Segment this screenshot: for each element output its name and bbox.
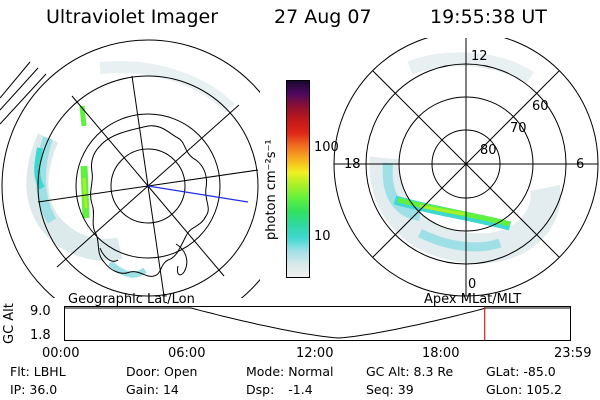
- mlt-lines-right: [334, 38, 598, 296]
- timeline-xtick-2: 12:00: [296, 346, 334, 361]
- left-panel-label: Geographic Lat/Lon: [68, 292, 195, 307]
- coastline-antarctica: [90, 125, 209, 277]
- colorbar-tick-10: 10: [314, 229, 331, 244]
- date-label: 27 Aug 07: [274, 6, 372, 28]
- status-gain: Gain: 14: [126, 382, 179, 397]
- colorbar: [286, 80, 310, 278]
- timeline-xtick-1: 06:00: [168, 346, 206, 361]
- status-dsp: Dsp: -1.4: [246, 382, 313, 397]
- right-panel-label: Apex MLat/MLT: [424, 292, 522, 307]
- status-glon: GLon: 105.2: [486, 382, 562, 397]
- auroral-emission-left: [26, 61, 235, 278]
- timeline-ytick-bottom: 1.8: [30, 328, 51, 343]
- timeline-plot: [64, 306, 571, 341]
- timeline-xtick-0: 00:00: [42, 346, 80, 361]
- status-seq: Seq: 39: [366, 382, 414, 397]
- lat-label-70: 70: [510, 121, 527, 136]
- magnetic-polar-plot: 12 18 6 0 60 70 80: [333, 38, 599, 297]
- timeline-axis-label: GC Alt: [2, 303, 17, 344]
- mlt-label-right: 6: [576, 157, 584, 172]
- altitude-curve: [64, 307, 571, 339]
- status-filter: Flt: LBHL: [10, 364, 66, 379]
- status-gc-alt: GC Alt: 8.3 Re: [366, 364, 454, 379]
- mlt-label-bottom: 0: [468, 277, 476, 292]
- mlt-label-top: 12: [471, 49, 488, 64]
- time-label: 19:55:38 UT: [430, 6, 547, 28]
- edge-curves-left: [0, 61, 47, 125]
- status-glat: GLat: -85.0: [486, 364, 556, 379]
- timeline-xtick-3: 18:00: [422, 346, 460, 361]
- sun-direction-line: [147, 185, 249, 203]
- lat-label-60: 60: [532, 99, 549, 114]
- timeline-xtick-4: 23:59: [554, 346, 592, 361]
- colorbar-unit-label: photon cm⁻²s⁻¹: [264, 139, 279, 240]
- mlt-label-left: 18: [344, 157, 361, 172]
- timeline-ytick-top: 9.0: [30, 304, 51, 319]
- lat-label-80: 80: [480, 143, 497, 158]
- instrument-title: Ultraviolet Imager: [46, 6, 219, 28]
- status-door: Door: Open: [126, 364, 198, 379]
- status-ip: IP: 36.0: [10, 382, 58, 397]
- latitude-circles-left: [1, 39, 260, 298]
- colorbar-tick-100: 100: [314, 140, 339, 155]
- status-mode: Mode: Normal: [246, 364, 334, 379]
- geographic-polar-plot: [0, 39, 260, 298]
- longitude-lines-left: [37, 75, 259, 297]
